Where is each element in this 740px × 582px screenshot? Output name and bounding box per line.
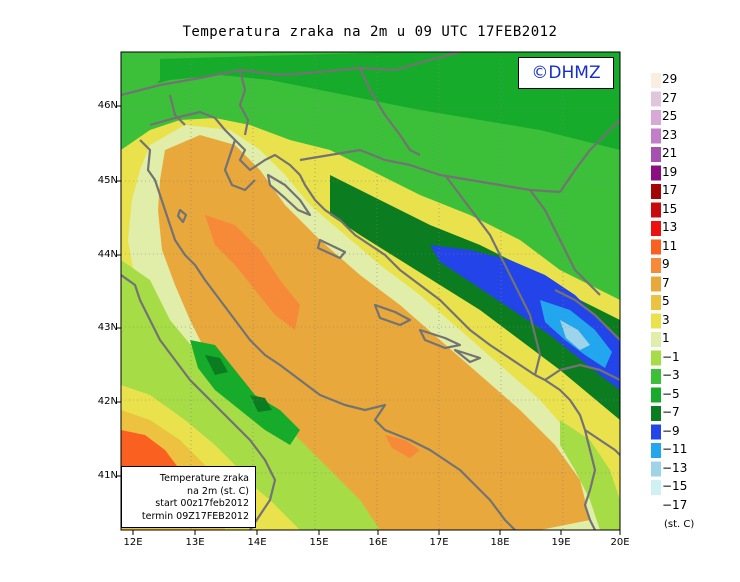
- legend-colorbar: [651, 73, 661, 514]
- lon-label-19e: 19E: [551, 537, 571, 548]
- legend-swatch: [651, 239, 661, 255]
- lon-label-20e: 20E: [610, 537, 630, 548]
- legend-label: 27: [662, 90, 678, 105]
- legend-swatch: [651, 258, 661, 273]
- legend-label: −7: [662, 405, 680, 419]
- lon-label-17e: 17E: [429, 537, 449, 548]
- map-frame: [120, 51, 621, 531]
- map-title: Temperatura zraka na 2m u 09 UTC 17FEB20…: [182, 24, 558, 40]
- lat-label-42n: 42N: [97, 396, 118, 407]
- info-line-2: na 2m (st. C): [187, 485, 249, 497]
- info-line-4: termin 09Z17FEB2012: [141, 510, 249, 522]
- coastline-borders: [121, 52, 620, 530]
- legend-label: −5: [662, 386, 680, 401]
- legend-swatch: [651, 350, 661, 366]
- legend-label: 15: [662, 201, 678, 216]
- legend-swatch: [651, 461, 661, 477]
- legend-label: −17: [662, 497, 688, 512]
- legend-swatch: [651, 221, 661, 236]
- legend-swatch: [651, 147, 661, 162]
- legend-label: 17: [662, 183, 678, 197]
- info-line-3: start 00z17feb2012: [155, 498, 249, 509]
- legend-label: −11: [662, 442, 688, 456]
- legend-swatch: [651, 424, 661, 440]
- legend-label: 29: [662, 72, 678, 86]
- legend-swatch: [651, 498, 661, 514]
- legend-label: −9: [662, 423, 680, 438]
- axis-ticks: [116, 105, 621, 535]
- lon-label-18e: 18E: [490, 537, 510, 548]
- legend-swatch: [651, 165, 661, 181]
- legend-label: 25: [662, 109, 678, 123]
- legend-swatch: [651, 276, 661, 292]
- lon-label-14e: 14E: [247, 537, 267, 548]
- lon-label-16e: 16E: [368, 537, 388, 548]
- legend-swatch: [651, 110, 661, 125]
- legend-swatch: [651, 332, 661, 347]
- legend-label: −13: [662, 460, 688, 475]
- lon-label-12e: 12E: [123, 537, 143, 548]
- lat-label-44n: 44N: [97, 249, 118, 260]
- legend-label: 3: [662, 312, 670, 327]
- legend-label: 9: [662, 257, 670, 271]
- legend-label: −3: [662, 368, 680, 382]
- lat-label-45n: 45N: [97, 175, 118, 186]
- legend-label: 7: [662, 275, 670, 290]
- legend-swatch: [651, 443, 661, 458]
- legend-label: 11: [662, 238, 678, 253]
- legend-label: 21: [662, 146, 678, 160]
- lon-label-13e: 13E: [185, 537, 205, 548]
- legend-swatch: [651, 313, 661, 329]
- legend-label: −15: [662, 479, 688, 493]
- lat-label-46n: 46N: [97, 100, 118, 111]
- info-line-1: Temperature zraka: [159, 473, 249, 484]
- legend-label: 19: [662, 164, 678, 179]
- legend-swatch: [651, 184, 661, 199]
- legend-label: 1: [662, 331, 670, 345]
- legend-label: −1: [662, 349, 680, 364]
- temperature-field: [121, 52, 620, 530]
- legend-unit: (st. C): [664, 519, 695, 530]
- legend-swatch: [651, 202, 661, 218]
- lat-label-41n: 41N: [97, 470, 118, 481]
- legend-swatch: [651, 369, 661, 384]
- copyright-badge: ©DHMZ: [518, 57, 614, 89]
- lon-label-15e: 15E: [309, 537, 329, 548]
- info-box: Temperature zraka na 2m (st. C) start 00…: [121, 466, 256, 528]
- legend-label: 13: [662, 220, 678, 234]
- legend-swatch: [651, 406, 661, 421]
- legend-swatch: [651, 73, 661, 88]
- legend-swatch: [651, 91, 661, 107]
- legend-swatch: [651, 128, 661, 144]
- legend-label: 23: [662, 127, 678, 142]
- legend-swatch: [651, 387, 661, 403]
- lat-label-43n: 43N: [97, 322, 118, 333]
- legend-label: 5: [662, 294, 670, 308]
- legend-swatch: [651, 295, 661, 310]
- legend-swatch: [651, 480, 661, 495]
